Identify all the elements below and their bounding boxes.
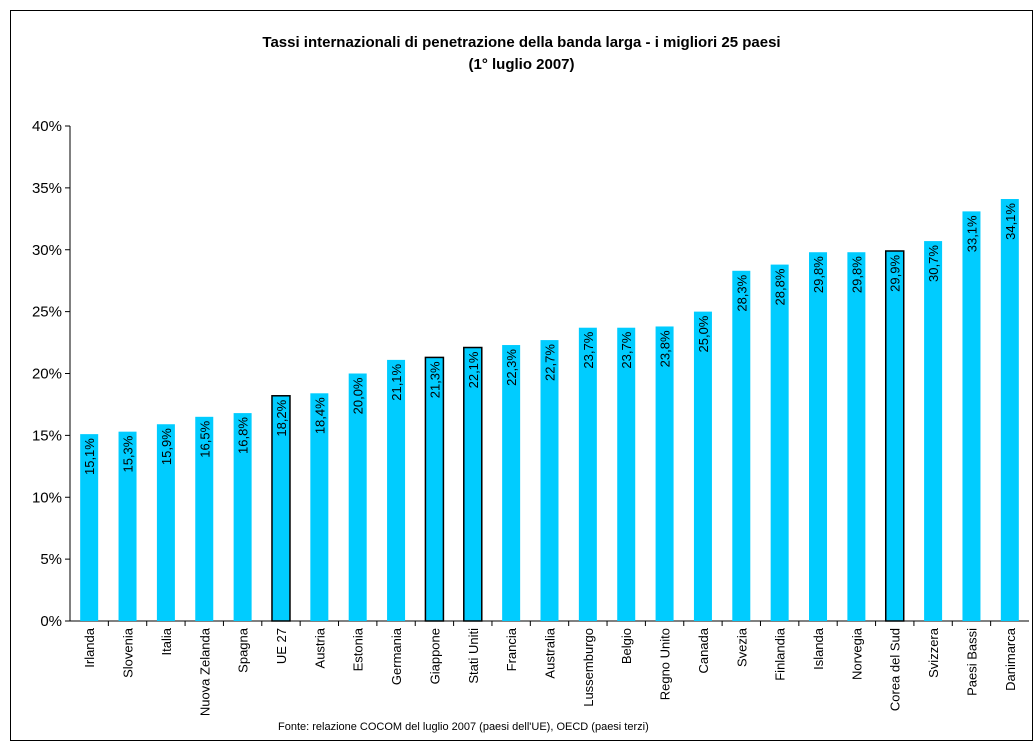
data-label: 15,1%: [82, 438, 97, 475]
category-label: Canada: [696, 627, 711, 673]
category-label: Lussemburgo: [581, 628, 596, 707]
data-label: 23,8%: [658, 330, 673, 367]
category-label: Paesi Bassi: [964, 628, 979, 696]
y-tick-label: 5%: [40, 551, 62, 568]
category-label: Spagna: [236, 627, 251, 673]
data-label: 20,0%: [351, 377, 366, 414]
data-label: 15,3%: [121, 435, 136, 472]
bar: [655, 326, 674, 621]
category-label: Corea del Sud: [888, 628, 903, 711]
bar: [348, 373, 367, 621]
bar: [271, 395, 291, 622]
bar: [195, 416, 214, 621]
chart-title: Tassi internazionali di penetrazione del…: [262, 34, 781, 51]
category-label: Stati Uniti: [466, 628, 481, 684]
category-label: Norvegia: [849, 627, 864, 680]
category-label: Irlanda: [82, 627, 97, 668]
bar: [80, 434, 99, 621]
data-label: 21,3%: [427, 361, 442, 398]
y-tick-label: 10%: [32, 489, 62, 506]
bar: [732, 270, 751, 621]
bar: [387, 359, 406, 621]
category-label: Svizzera: [926, 627, 941, 678]
bar: [463, 346, 483, 622]
y-tick-label: 25%: [32, 304, 62, 321]
data-label: 29,9%: [888, 255, 903, 292]
data-label: 28,3%: [734, 274, 749, 311]
category-label: Islanda: [811, 627, 826, 670]
source-note: Fonte: relazione COCOM del luglio 2007 (…: [278, 721, 649, 733]
bar: [233, 413, 252, 621]
data-label: 22,7%: [543, 344, 558, 381]
data-label: 18,4%: [312, 397, 327, 434]
category-label: Nuova Zelanda: [197, 627, 212, 716]
bar: [424, 356, 445, 622]
data-label: 15,9%: [159, 428, 174, 465]
category-label: Italia: [159, 627, 174, 655]
data-label: 33,1%: [964, 215, 979, 252]
data-label: 21,1%: [389, 363, 404, 400]
category-label: Slovenia: [121, 627, 136, 678]
category-label: Danimarca: [1003, 627, 1018, 691]
chart-subtitle: (1° luglio 2007): [468, 56, 575, 73]
category-label: Regno Unito: [658, 628, 673, 700]
data-label: 22,3%: [504, 349, 519, 386]
bar: [118, 431, 137, 621]
bar: [693, 311, 712, 621]
category-label: Giappone: [427, 628, 442, 684]
bar: [540, 340, 559, 621]
bar: [924, 241, 943, 621]
data-label: 22,1%: [466, 351, 481, 388]
data-label: 16,5%: [197, 420, 212, 457]
bar: [884, 250, 905, 622]
y-tick-label: 0%: [40, 613, 62, 630]
y-tick-label: 15%: [32, 427, 62, 444]
bar: [578, 327, 597, 621]
category-label: Austria: [312, 627, 327, 668]
bar: [847, 252, 866, 621]
category-label: Australia: [543, 627, 558, 678]
bar: [809, 252, 828, 621]
data-label: 16,8%: [236, 417, 251, 454]
bar: [770, 264, 789, 621]
y-tick-label: 20%: [32, 366, 62, 383]
data-label: 29,8%: [849, 256, 864, 293]
category-label: Germania: [389, 627, 404, 685]
category-label: UE 27: [274, 628, 289, 664]
data-label: 23,7%: [581, 331, 596, 368]
data-label: 23,7%: [619, 331, 634, 368]
category-label: Estonia: [351, 627, 366, 671]
data-label: 30,7%: [926, 245, 941, 282]
bar: [156, 424, 175, 621]
category-label: Belgio: [619, 628, 634, 664]
y-tick-label: 35%: [32, 180, 62, 197]
data-label: 28,8%: [773, 268, 788, 305]
y-tick-label: 40%: [32, 118, 62, 135]
category-label: Finlandia: [773, 627, 788, 681]
bar: [502, 345, 521, 621]
data-label: 25,0%: [696, 315, 711, 352]
data-label: 18,2%: [274, 399, 289, 436]
bar: [310, 393, 329, 621]
category-label: Svezia: [734, 627, 749, 667]
category-label: Francia: [504, 627, 519, 671]
data-label: 29,8%: [811, 256, 826, 293]
data-label: 34,1%: [1003, 203, 1018, 240]
bar: [1000, 199, 1019, 621]
bar: [962, 211, 981, 621]
y-tick-label: 30%: [32, 242, 62, 259]
bar: [617, 327, 636, 621]
